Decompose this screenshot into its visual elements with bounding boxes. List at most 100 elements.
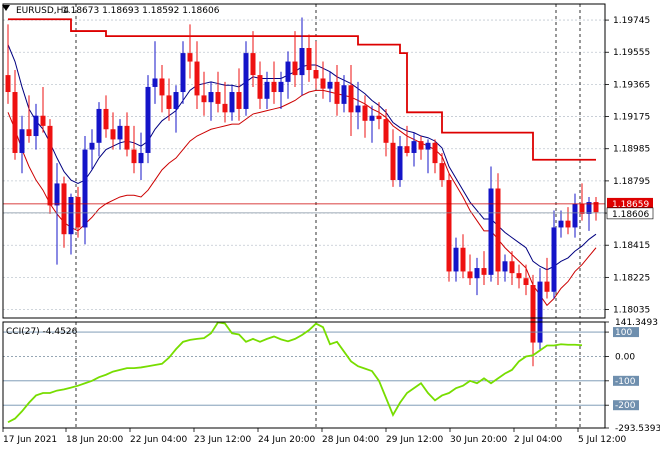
cci-tick-label: -100 <box>615 377 636 387</box>
bullish-candle <box>180 41 186 104</box>
bearish-candle <box>257 61 263 109</box>
bullish-candle <box>208 81 214 121</box>
chart-header: EURUSD,H4 1.18673 1.18693 1.18592 1.1860… <box>2 5 220 16</box>
ask-price-label: 1.18606 <box>612 210 649 220</box>
cci-panel <box>3 321 605 424</box>
triangle-down-icon <box>2 5 10 11</box>
bearish-candle <box>446 173 452 282</box>
cci-level-badge <box>613 375 639 386</box>
candle-body <box>271 81 277 93</box>
bearish-candle <box>110 112 116 150</box>
candle-body <box>208 92 214 103</box>
candle-body <box>75 196 81 228</box>
period-separators <box>75 4 581 428</box>
bullish-candle <box>33 103 39 150</box>
candles <box>5 17 599 367</box>
candle-body <box>495 188 501 272</box>
current-price-lines <box>3 203 605 214</box>
bullish-candle <box>397 136 403 187</box>
candle-body <box>47 125 53 206</box>
candle-body <box>425 142 431 150</box>
candle-body <box>5 75 11 93</box>
bearish-candle <box>194 41 200 109</box>
candle-body <box>565 220 571 228</box>
candle-body <box>229 92 235 113</box>
bearish-candle <box>12 70 18 160</box>
bearish-candle <box>61 176 67 248</box>
bearish-candle <box>215 71 221 113</box>
bullish-candle <box>264 71 270 109</box>
candle-body <box>404 146 410 153</box>
time-tick-label: 5 Jul 12:00 <box>578 435 627 445</box>
candle-body <box>222 103 228 113</box>
candle-body <box>320 78 326 89</box>
candle-body <box>383 119 389 143</box>
bearish-candle <box>579 183 585 221</box>
bullish-candle <box>138 132 144 181</box>
bullish-candle <box>537 268 543 350</box>
cci-tick-label: -200 <box>615 401 636 411</box>
bearish-candle <box>516 264 522 289</box>
bullish-candle <box>341 75 347 113</box>
candle-body <box>460 247 466 272</box>
candle-body <box>96 108 102 143</box>
bearish-candle <box>47 119 53 214</box>
time-tick-label: 17 Jun 2021 <box>3 435 57 445</box>
candle-body <box>537 281 543 343</box>
candle-body <box>61 183 67 235</box>
time-tick-label: 29 Jun 12:00 <box>386 435 443 445</box>
candle-body <box>166 95 172 109</box>
bullish-candle <box>152 41 158 104</box>
candle-body <box>257 75 263 99</box>
bearish-candle <box>509 251 515 285</box>
candle-body <box>19 129 25 153</box>
price-tick-label: 1.18985 <box>613 145 650 155</box>
cci-level-badge <box>613 400 639 411</box>
main-panel-frame <box>2 3 606 319</box>
candle-body <box>117 125 123 140</box>
panel-frames <box>2 3 606 429</box>
bearish-candle <box>404 125 410 157</box>
candle-body <box>334 81 340 104</box>
time-tick-label: 18 Jun 20:00 <box>66 435 123 445</box>
candle-body <box>152 78 158 87</box>
cci-tick-label: 100 <box>615 328 632 338</box>
bid-price-badge: 1.18659 <box>607 197 653 210</box>
bearish-candle <box>348 64 354 137</box>
candle-body <box>124 125 130 150</box>
bearish-candle <box>495 173 501 285</box>
candle-body <box>306 48 312 71</box>
candle-body <box>502 261 508 272</box>
bearish-candle <box>565 207 571 235</box>
candle-body <box>250 53 256 76</box>
price-tick-label: 1.18035 <box>613 306 650 316</box>
symbol-timeframe: EURUSD,H4 <box>16 6 69 16</box>
bearish-candle <box>75 186 81 238</box>
time-tick-label: 24 Jun 20:00 <box>258 435 315 445</box>
time-tick-label: 22 Jun 04:00 <box>130 435 187 445</box>
candle-body <box>89 142 95 150</box>
bearish-candle <box>530 274 536 367</box>
candle-body <box>439 163 445 181</box>
bearish-candle <box>187 24 193 79</box>
bearish-candle <box>418 136 424 160</box>
time-tick-label: 2 Jul 04:00 <box>514 435 563 445</box>
candle-body <box>481 268 487 275</box>
bearish-candle <box>439 152 445 187</box>
candle-body <box>68 196 74 235</box>
bullish-candle <box>89 129 95 170</box>
ask-badge-bg <box>606 207 654 220</box>
bullish-candle <box>572 193 578 238</box>
candle-body <box>54 183 60 206</box>
candle-body <box>579 203 585 214</box>
candle-body <box>138 152 144 164</box>
bearish-candle <box>250 31 256 87</box>
price-tick-label: 1.19175 <box>613 113 650 123</box>
bearish-candle <box>166 78 172 121</box>
candle-body <box>327 81 333 89</box>
bearish-candle <box>593 196 599 221</box>
candle-body <box>390 142 396 181</box>
candle-body <box>544 281 550 292</box>
